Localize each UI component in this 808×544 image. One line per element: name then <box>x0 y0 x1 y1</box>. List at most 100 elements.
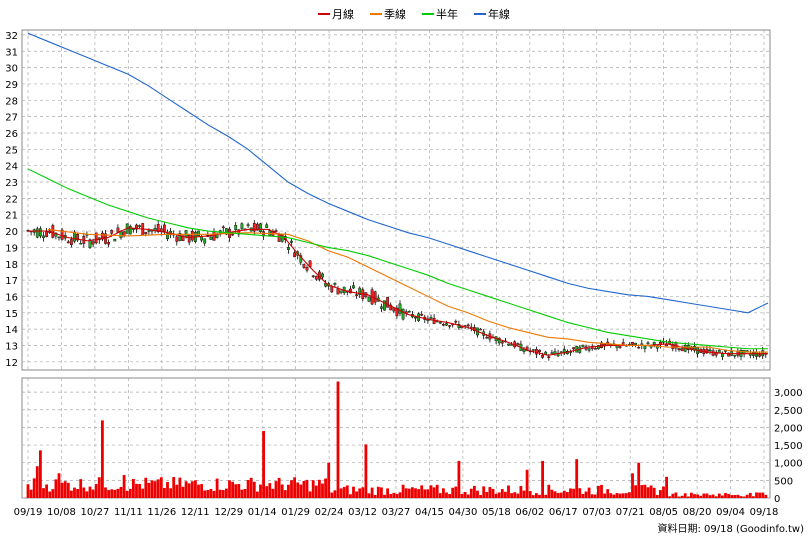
candle-body <box>66 241 70 244</box>
legend-label: 季線 <box>384 7 406 21</box>
candle-body <box>646 342 650 344</box>
price-tick-label: 15 <box>5 309 18 320</box>
volume-bar <box>240 489 244 498</box>
candle-body <box>383 300 386 311</box>
candle-body <box>333 282 337 285</box>
price-tick-label: 32 <box>5 31 18 42</box>
volume-bar <box>618 493 622 498</box>
candle-body <box>224 228 228 235</box>
candle-body <box>221 226 225 229</box>
candle-body <box>386 296 389 308</box>
price-tick-label: 30 <box>5 64 18 75</box>
volume-bar <box>311 480 315 498</box>
volume-bar <box>414 488 417 498</box>
candle-body <box>314 275 318 280</box>
volume-bar <box>141 488 145 498</box>
candle-body <box>69 239 73 246</box>
volume-bar <box>231 481 234 498</box>
x-tick-label: 11/11 <box>114 507 143 518</box>
volume-bar <box>730 495 734 498</box>
volume-bar <box>553 491 557 498</box>
candle-body <box>727 352 731 357</box>
price-tick-label: 23 <box>5 178 18 189</box>
candle-body <box>538 349 541 353</box>
volume-bar <box>717 493 721 498</box>
volume-bar <box>544 494 548 498</box>
volume-bar <box>671 493 675 498</box>
volume-bar <box>494 493 498 498</box>
volume-bar <box>724 493 727 498</box>
x-tick-label: 02/24 <box>315 507 344 518</box>
candle-body <box>265 224 269 228</box>
volume-bar <box>479 494 482 498</box>
candle-body <box>178 233 182 241</box>
volume-bar <box>488 487 492 498</box>
candle-body <box>733 354 737 357</box>
volume-bar <box>631 473 634 498</box>
candle-body <box>73 231 76 242</box>
candle-body <box>246 224 250 227</box>
volume-bar <box>714 496 718 498</box>
volume-tick-label: 1,500 <box>774 441 803 452</box>
volume-bar <box>296 482 300 498</box>
candle-body <box>466 324 470 327</box>
volume-bar <box>32 478 36 498</box>
price-tick-label: 13 <box>5 341 18 352</box>
x-tick-label: 09/19 <box>14 507 43 518</box>
candle-body <box>88 239 92 248</box>
candle-body <box>407 311 411 313</box>
candle-body <box>401 308 405 320</box>
candle-body <box>293 252 296 258</box>
candle-body <box>516 343 520 346</box>
volume-bar <box>662 486 665 498</box>
volume-bar <box>79 479 83 498</box>
candle-body <box>234 225 238 230</box>
candle-body <box>500 341 504 344</box>
volume-bar <box>35 466 39 498</box>
candle-body <box>485 337 489 339</box>
volume-bar <box>659 490 662 498</box>
volume-bar <box>280 484 284 498</box>
price-tick-label: 18 <box>5 260 18 271</box>
price-tick-label: 19 <box>5 243 18 254</box>
volume-bar <box>535 493 538 498</box>
volume-bar <box>628 492 631 498</box>
candle-body <box>240 223 244 230</box>
volume-bar <box>150 480 154 498</box>
legend-label: 年線 <box>488 7 510 21</box>
volume-bar <box>547 484 551 498</box>
volume-bar <box>342 486 346 498</box>
volume-bar <box>745 494 749 498</box>
volume-bar <box>104 487 107 498</box>
candle-body <box>705 348 709 354</box>
volume-bar <box>119 486 123 498</box>
candle-body <box>212 231 216 241</box>
candle-body <box>541 354 545 358</box>
candle-body <box>274 230 278 232</box>
volume-bar <box>135 483 138 498</box>
volume-tick-label: 0 <box>774 494 780 505</box>
volume-bar <box>144 477 148 498</box>
volume-bar <box>473 485 476 498</box>
candle-body <box>445 323 448 326</box>
volume-bar <box>615 493 619 498</box>
volume-bar <box>370 487 374 498</box>
candle-body <box>507 343 510 346</box>
candle-body <box>94 232 98 244</box>
volume-bar <box>57 473 61 498</box>
volume-bar <box>742 496 746 498</box>
candle-body <box>190 231 194 241</box>
price-tick-label: 24 <box>5 162 18 173</box>
candle-body <box>572 347 576 350</box>
volume-bar <box>97 477 101 498</box>
volume-bar <box>727 493 730 498</box>
candle-body <box>414 316 417 319</box>
candle-body <box>708 349 712 352</box>
volume-bar <box>392 492 396 498</box>
volume-bar <box>587 487 591 498</box>
legend-label: 月線 <box>332 7 354 21</box>
candle-body <box>497 337 501 344</box>
volume-bar <box>454 486 458 498</box>
volume-bar <box>153 481 157 498</box>
